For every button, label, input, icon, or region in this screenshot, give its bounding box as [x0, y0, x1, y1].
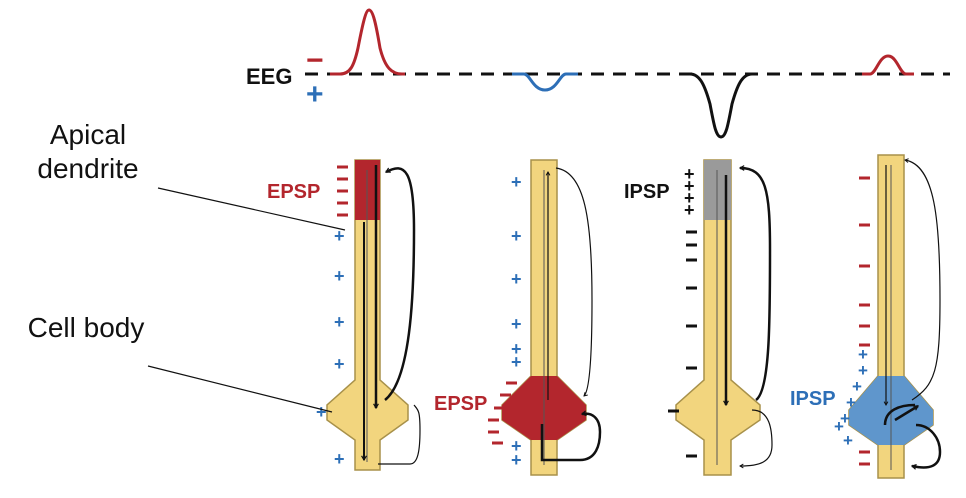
current-soma-loop-panel-2 — [540, 414, 602, 462]
positive-charges-panel-2: + + + + + + + + — [511, 172, 522, 470]
positive-charges-panel-4: + + + + + + + — [834, 345, 868, 450]
svg-text:+: + — [334, 226, 345, 246]
svg-text:+: + — [334, 354, 345, 374]
neuron-panel-3: + + + + IPSP — [624, 159, 773, 476]
neuron-panel-1: + + + + + + EPSP — [267, 159, 421, 471]
epsp-label-panel-1: EPSP — [267, 181, 320, 203]
apical-dendrite-label: Apical dendrite — [18, 118, 158, 186]
svg-text:+: + — [511, 339, 522, 359]
neuron-body-panel-3 — [675, 159, 761, 476]
svg-text:+: + — [511, 314, 522, 334]
current-thin-loop-panel-3 — [739, 409, 773, 469]
current-outer-panel-1 — [384, 167, 416, 401]
negative-charges-panel-1 — [337, 165, 348, 217]
pointer-cell-body — [147, 365, 333, 413]
eeg-trace: EEG − + — [246, 8, 950, 139]
positive-charges-panel-1: + + + + + + — [316, 226, 345, 469]
eeg-label: EEG — [246, 64, 292, 89]
eeg-negative-sign: − — [306, 44, 324, 77]
svg-text:+: + — [511, 269, 522, 289]
svg-text:+: + — [511, 352, 522, 372]
svg-text:+: + — [316, 402, 327, 422]
apical-dendrite-label-line2: dendrite — [37, 153, 139, 184]
eeg-wave-panel-3 — [680, 72, 758, 139]
eeg-wave-panel-1 — [330, 8, 405, 76]
svg-text:+: + — [684, 188, 695, 208]
svg-text:+: + — [858, 345, 868, 364]
current-soma-loop-panel-4 — [883, 403, 942, 467]
svg-text:+: + — [843, 431, 853, 450]
svg-text:+: + — [684, 200, 695, 220]
negative-charges-panel-4 — [859, 176, 870, 466]
svg-text:+: + — [334, 449, 345, 469]
apical-dendrite-label-line1: Apical — [49, 119, 127, 150]
eeg-wave-panel-2 — [512, 72, 578, 92]
svg-text:+: + — [858, 361, 868, 380]
svg-text:+: + — [846, 393, 856, 412]
ipsp-label-panel-4: IPSP — [790, 388, 836, 410]
epsp-label-panel-2: EPSP — [434, 393, 487, 415]
cell-body-label: Cell body — [27, 312, 145, 343]
svg-text:+: + — [834, 417, 844, 436]
svg-text:+: + — [334, 266, 345, 286]
negative-charges-panel-3 — [668, 230, 697, 458]
positive-charges-panel-3: + + + + — [684, 164, 695, 220]
pointer-apical-dendrite — [157, 187, 346, 231]
ipsp-label-panel-3: IPSP — [624, 181, 670, 203]
current-soma-arrow-panel-4 — [894, 404, 920, 422]
svg-text:+: + — [511, 436, 522, 456]
svg-text:+: + — [840, 409, 850, 428]
svg-text:+: + — [511, 226, 522, 246]
current-outer-panel-4 — [904, 158, 941, 401]
current-thin-loop-panel-1 — [378, 404, 421, 465]
eeg-positive-sign: + — [306, 78, 324, 111]
svg-text:+: + — [511, 450, 522, 470]
neuron-panel-4: + + + + + + + IPSP — [790, 154, 942, 479]
svg-text:+: + — [684, 176, 695, 196]
svg-text:+: + — [511, 172, 522, 192]
eeg-wave-panel-4 — [862, 54, 914, 76]
neuron-panel-2: + + + + + + + + EPSP — [434, 159, 602, 476]
svg-text:+: + — [852, 377, 862, 396]
current-outer-panel-3 — [738, 165, 772, 402]
current-outer-panel-2 — [555, 167, 593, 397]
svg-text:+: + — [334, 312, 345, 332]
negative-charges-panel-2 — [488, 381, 517, 445]
svg-text:+: + — [684, 164, 695, 184]
